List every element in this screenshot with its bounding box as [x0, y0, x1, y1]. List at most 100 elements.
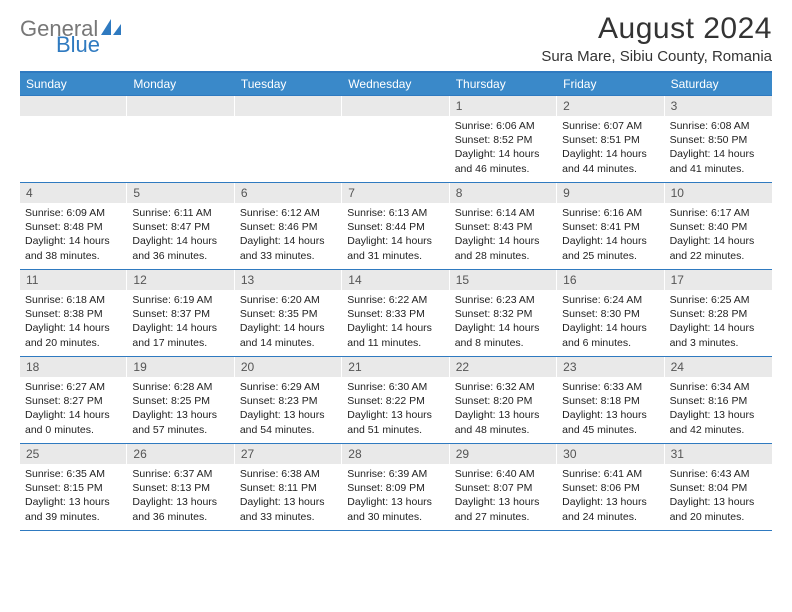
day-details: Sunrise: 6:18 AMSunset: 8:38 PMDaylight:… — [20, 290, 127, 352]
day-cell: 1Sunrise: 6:06 AMSunset: 8:52 PMDaylight… — [450, 96, 557, 182]
sunrise-text: Sunrise: 6:35 AM — [25, 467, 122, 481]
day-number: 4 — [20, 183, 127, 203]
day-number: 1 — [450, 96, 557, 116]
sunrise-text: Sunrise: 6:06 AM — [455, 119, 552, 133]
day-details: Sunrise: 6:39 AMSunset: 8:09 PMDaylight:… — [342, 464, 449, 526]
sunset-text: Sunset: 8:04 PM — [670, 481, 767, 495]
daylight-text: Daylight: 14 hours and 11 minutes. — [347, 321, 444, 349]
daylight-text: Daylight: 13 hours and 30 minutes. — [347, 495, 444, 523]
daylight-text: Daylight: 14 hours and 44 minutes. — [562, 147, 659, 175]
day-cell: 5Sunrise: 6:11 AMSunset: 8:47 PMDaylight… — [127, 183, 234, 269]
daylight-text: Daylight: 14 hours and 31 minutes. — [347, 234, 444, 262]
day-details: Sunrise: 6:38 AMSunset: 8:11 PMDaylight:… — [235, 464, 342, 526]
sunset-text: Sunset: 8:51 PM — [562, 133, 659, 147]
calendar-page: General Blue August 2024 Sura Mare, Sibi… — [0, 0, 792, 541]
sunrise-text: Sunrise: 6:12 AM — [240, 206, 337, 220]
day-details — [342, 116, 449, 121]
day-details: Sunrise: 6:24 AMSunset: 8:30 PMDaylight:… — [557, 290, 664, 352]
day-cell: 22Sunrise: 6:32 AMSunset: 8:20 PMDayligh… — [450, 357, 557, 443]
daylight-text: Daylight: 14 hours and 36 minutes. — [132, 234, 229, 262]
logo: General Blue — [20, 12, 122, 56]
daylight-text: Daylight: 14 hours and 17 minutes. — [132, 321, 229, 349]
day-cell: 27Sunrise: 6:38 AMSunset: 8:11 PMDayligh… — [235, 444, 342, 530]
sunset-text: Sunset: 8:28 PM — [670, 307, 767, 321]
sunset-text: Sunset: 8:32 PM — [455, 307, 552, 321]
sunrise-text: Sunrise: 6:20 AM — [240, 293, 337, 307]
sunset-text: Sunset: 8:47 PM — [132, 220, 229, 234]
day-details: Sunrise: 6:30 AMSunset: 8:22 PMDaylight:… — [342, 377, 449, 439]
daylight-text: Daylight: 14 hours and 28 minutes. — [455, 234, 552, 262]
sunrise-text: Sunrise: 6:27 AM — [25, 380, 122, 394]
sunrise-text: Sunrise: 6:07 AM — [562, 119, 659, 133]
day-details: Sunrise: 6:13 AMSunset: 8:44 PMDaylight:… — [342, 203, 449, 265]
day-details — [20, 116, 127, 121]
day-number: 9 — [557, 183, 664, 203]
day-cell: 21Sunrise: 6:30 AMSunset: 8:22 PMDayligh… — [342, 357, 449, 443]
day-details: Sunrise: 6:11 AMSunset: 8:47 PMDaylight:… — [127, 203, 234, 265]
day-cell: 28Sunrise: 6:39 AMSunset: 8:09 PMDayligh… — [342, 444, 449, 530]
sunset-text: Sunset: 8:43 PM — [455, 220, 552, 234]
daylight-text: Daylight: 13 hours and 51 minutes. — [347, 408, 444, 436]
weekday-header: Thursday — [450, 73, 557, 95]
day-cell: 14Sunrise: 6:22 AMSunset: 8:33 PMDayligh… — [342, 270, 449, 356]
daylight-text: Daylight: 14 hours and 38 minutes. — [25, 234, 122, 262]
sunset-text: Sunset: 8:35 PM — [240, 307, 337, 321]
day-cell: 29Sunrise: 6:40 AMSunset: 8:07 PMDayligh… — [450, 444, 557, 530]
sunset-text: Sunset: 8:44 PM — [347, 220, 444, 234]
day-details: Sunrise: 6:17 AMSunset: 8:40 PMDaylight:… — [665, 203, 772, 265]
week-row: 25Sunrise: 6:35 AMSunset: 8:15 PMDayligh… — [20, 443, 772, 530]
day-cell: 20Sunrise: 6:29 AMSunset: 8:23 PMDayligh… — [235, 357, 342, 443]
day-number: 22 — [450, 357, 557, 377]
day-cell: 25Sunrise: 6:35 AMSunset: 8:15 PMDayligh… — [20, 444, 127, 530]
day-number: 28 — [342, 444, 449, 464]
day-details — [127, 116, 234, 121]
sunset-text: Sunset: 8:52 PM — [455, 133, 552, 147]
sunset-text: Sunset: 8:07 PM — [455, 481, 552, 495]
sunset-text: Sunset: 8:25 PM — [132, 394, 229, 408]
daylight-text: Daylight: 13 hours and 57 minutes. — [132, 408, 229, 436]
day-cell — [235, 96, 342, 182]
sunrise-text: Sunrise: 6:11 AM — [132, 206, 229, 220]
sunrise-text: Sunrise: 6:17 AM — [670, 206, 767, 220]
day-number: 12 — [127, 270, 234, 290]
day-details: Sunrise: 6:41 AMSunset: 8:06 PMDaylight:… — [557, 464, 664, 526]
day-cell: 26Sunrise: 6:37 AMSunset: 8:13 PMDayligh… — [127, 444, 234, 530]
daylight-text: Daylight: 14 hours and 22 minutes. — [670, 234, 767, 262]
day-number: 17 — [665, 270, 772, 290]
day-details: Sunrise: 6:12 AMSunset: 8:46 PMDaylight:… — [235, 203, 342, 265]
day-details: Sunrise: 6:37 AMSunset: 8:13 PMDaylight:… — [127, 464, 234, 526]
day-number: 16 — [557, 270, 664, 290]
day-number: 10 — [665, 183, 772, 203]
daylight-text: Daylight: 13 hours and 54 minutes. — [240, 408, 337, 436]
day-number: 14 — [342, 270, 449, 290]
sunrise-text: Sunrise: 6:34 AM — [670, 380, 767, 394]
day-cell: 17Sunrise: 6:25 AMSunset: 8:28 PMDayligh… — [665, 270, 772, 356]
sunrise-text: Sunrise: 6:08 AM — [670, 119, 767, 133]
day-cell: 30Sunrise: 6:41 AMSunset: 8:06 PMDayligh… — [557, 444, 664, 530]
day-number: 20 — [235, 357, 342, 377]
day-details: Sunrise: 6:32 AMSunset: 8:20 PMDaylight:… — [450, 377, 557, 439]
day-cell: 7Sunrise: 6:13 AMSunset: 8:44 PMDaylight… — [342, 183, 449, 269]
header: General Blue August 2024 Sura Mare, Sibi… — [20, 12, 772, 65]
sunrise-text: Sunrise: 6:25 AM — [670, 293, 767, 307]
day-cell: 15Sunrise: 6:23 AMSunset: 8:32 PMDayligh… — [450, 270, 557, 356]
day-details: Sunrise: 6:34 AMSunset: 8:16 PMDaylight:… — [665, 377, 772, 439]
week-row: 18Sunrise: 6:27 AMSunset: 8:27 PMDayligh… — [20, 356, 772, 443]
day-number: 8 — [450, 183, 557, 203]
day-number: 26 — [127, 444, 234, 464]
daylight-text: Daylight: 14 hours and 6 minutes. — [562, 321, 659, 349]
day-cell: 12Sunrise: 6:19 AMSunset: 8:37 PMDayligh… — [127, 270, 234, 356]
day-cell: 4Sunrise: 6:09 AMSunset: 8:48 PMDaylight… — [20, 183, 127, 269]
weekday-header: Tuesday — [235, 73, 342, 95]
sunrise-text: Sunrise: 6:43 AM — [670, 467, 767, 481]
day-number: 31 — [665, 444, 772, 464]
sunset-text: Sunset: 8:11 PM — [240, 481, 337, 495]
day-cell: 11Sunrise: 6:18 AMSunset: 8:38 PMDayligh… — [20, 270, 127, 356]
day-number: 6 — [235, 183, 342, 203]
day-details: Sunrise: 6:16 AMSunset: 8:41 PMDaylight:… — [557, 203, 664, 265]
sunrise-text: Sunrise: 6:40 AM — [455, 467, 552, 481]
sunrise-text: Sunrise: 6:28 AM — [132, 380, 229, 394]
day-number: 3 — [665, 96, 772, 116]
day-number: 7 — [342, 183, 449, 203]
day-cell: 24Sunrise: 6:34 AMSunset: 8:16 PMDayligh… — [665, 357, 772, 443]
